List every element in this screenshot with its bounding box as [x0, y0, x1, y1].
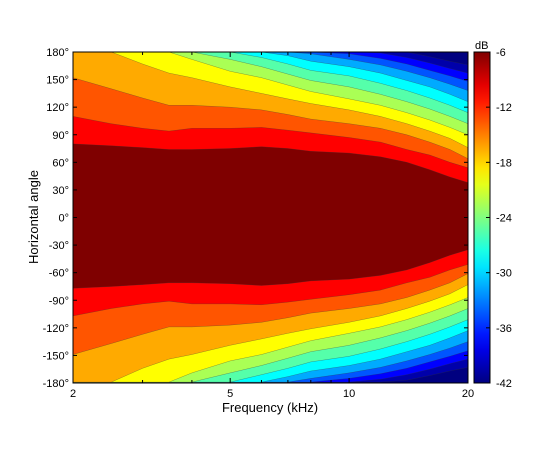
y-tick-label: 0°: [58, 213, 69, 225]
contour-band-minus-6db: [73, 143, 468, 289]
y-tick-label: 180°: [46, 47, 69, 59]
colorbar-tick-label: -30: [496, 268, 512, 280]
contour-plot-area: [73, 52, 468, 383]
y-axis-label: Horizontal angle: [26, 170, 41, 264]
y-tick-label: -150°: [43, 350, 69, 362]
x-tick-label: 10: [343, 388, 355, 400]
y-tick-label: 60°: [52, 157, 69, 169]
colorbar-ticks: -6 -12 -18 -24 -30 -36 -42: [486, 47, 512, 390]
y-tick-label: -120°: [43, 323, 69, 335]
y-tick-label: -180°: [43, 378, 69, 390]
colorbar-tick-label: -12: [496, 102, 512, 114]
y-tick-label: 120°: [46, 102, 69, 114]
colorbar-unit-label: dB: [475, 40, 488, 52]
x-axis-label: Frequency (kHz): [222, 400, 318, 415]
x-tick-label: 20: [462, 388, 474, 400]
colorbar-tick-label: -42: [496, 378, 512, 390]
y-tick-label: -90°: [49, 295, 69, 307]
y-tick-label: 90°: [52, 130, 69, 142]
x-tick-label: 5: [227, 388, 233, 400]
y-tick-label: 150°: [46, 75, 69, 87]
y-tick-label: -60°: [49, 268, 69, 280]
colorbar-tick-label: -6: [496, 47, 506, 59]
colorbar-tick-label: -18: [496, 157, 512, 169]
y-axis-ticks: 180° 150° 120° 90° 60° 30° 0° -30° -60° -90° -120°…: [43, 47, 468, 390]
x-tick-label: 2: [70, 388, 76, 400]
colorbar-tick-label: -24: [496, 213, 512, 225]
y-tick-label: -30°: [49, 240, 69, 252]
y-tick-label: 30°: [52, 185, 69, 197]
colorbar: dB -6 -12 -18 -24 -30 -36 -42: [473, 40, 512, 390]
x-axis-ticks: 2 5 10 20: [70, 52, 474, 400]
colorbar-gradient: [474, 52, 490, 383]
colorbar-tick-label: -36: [496, 323, 512, 335]
